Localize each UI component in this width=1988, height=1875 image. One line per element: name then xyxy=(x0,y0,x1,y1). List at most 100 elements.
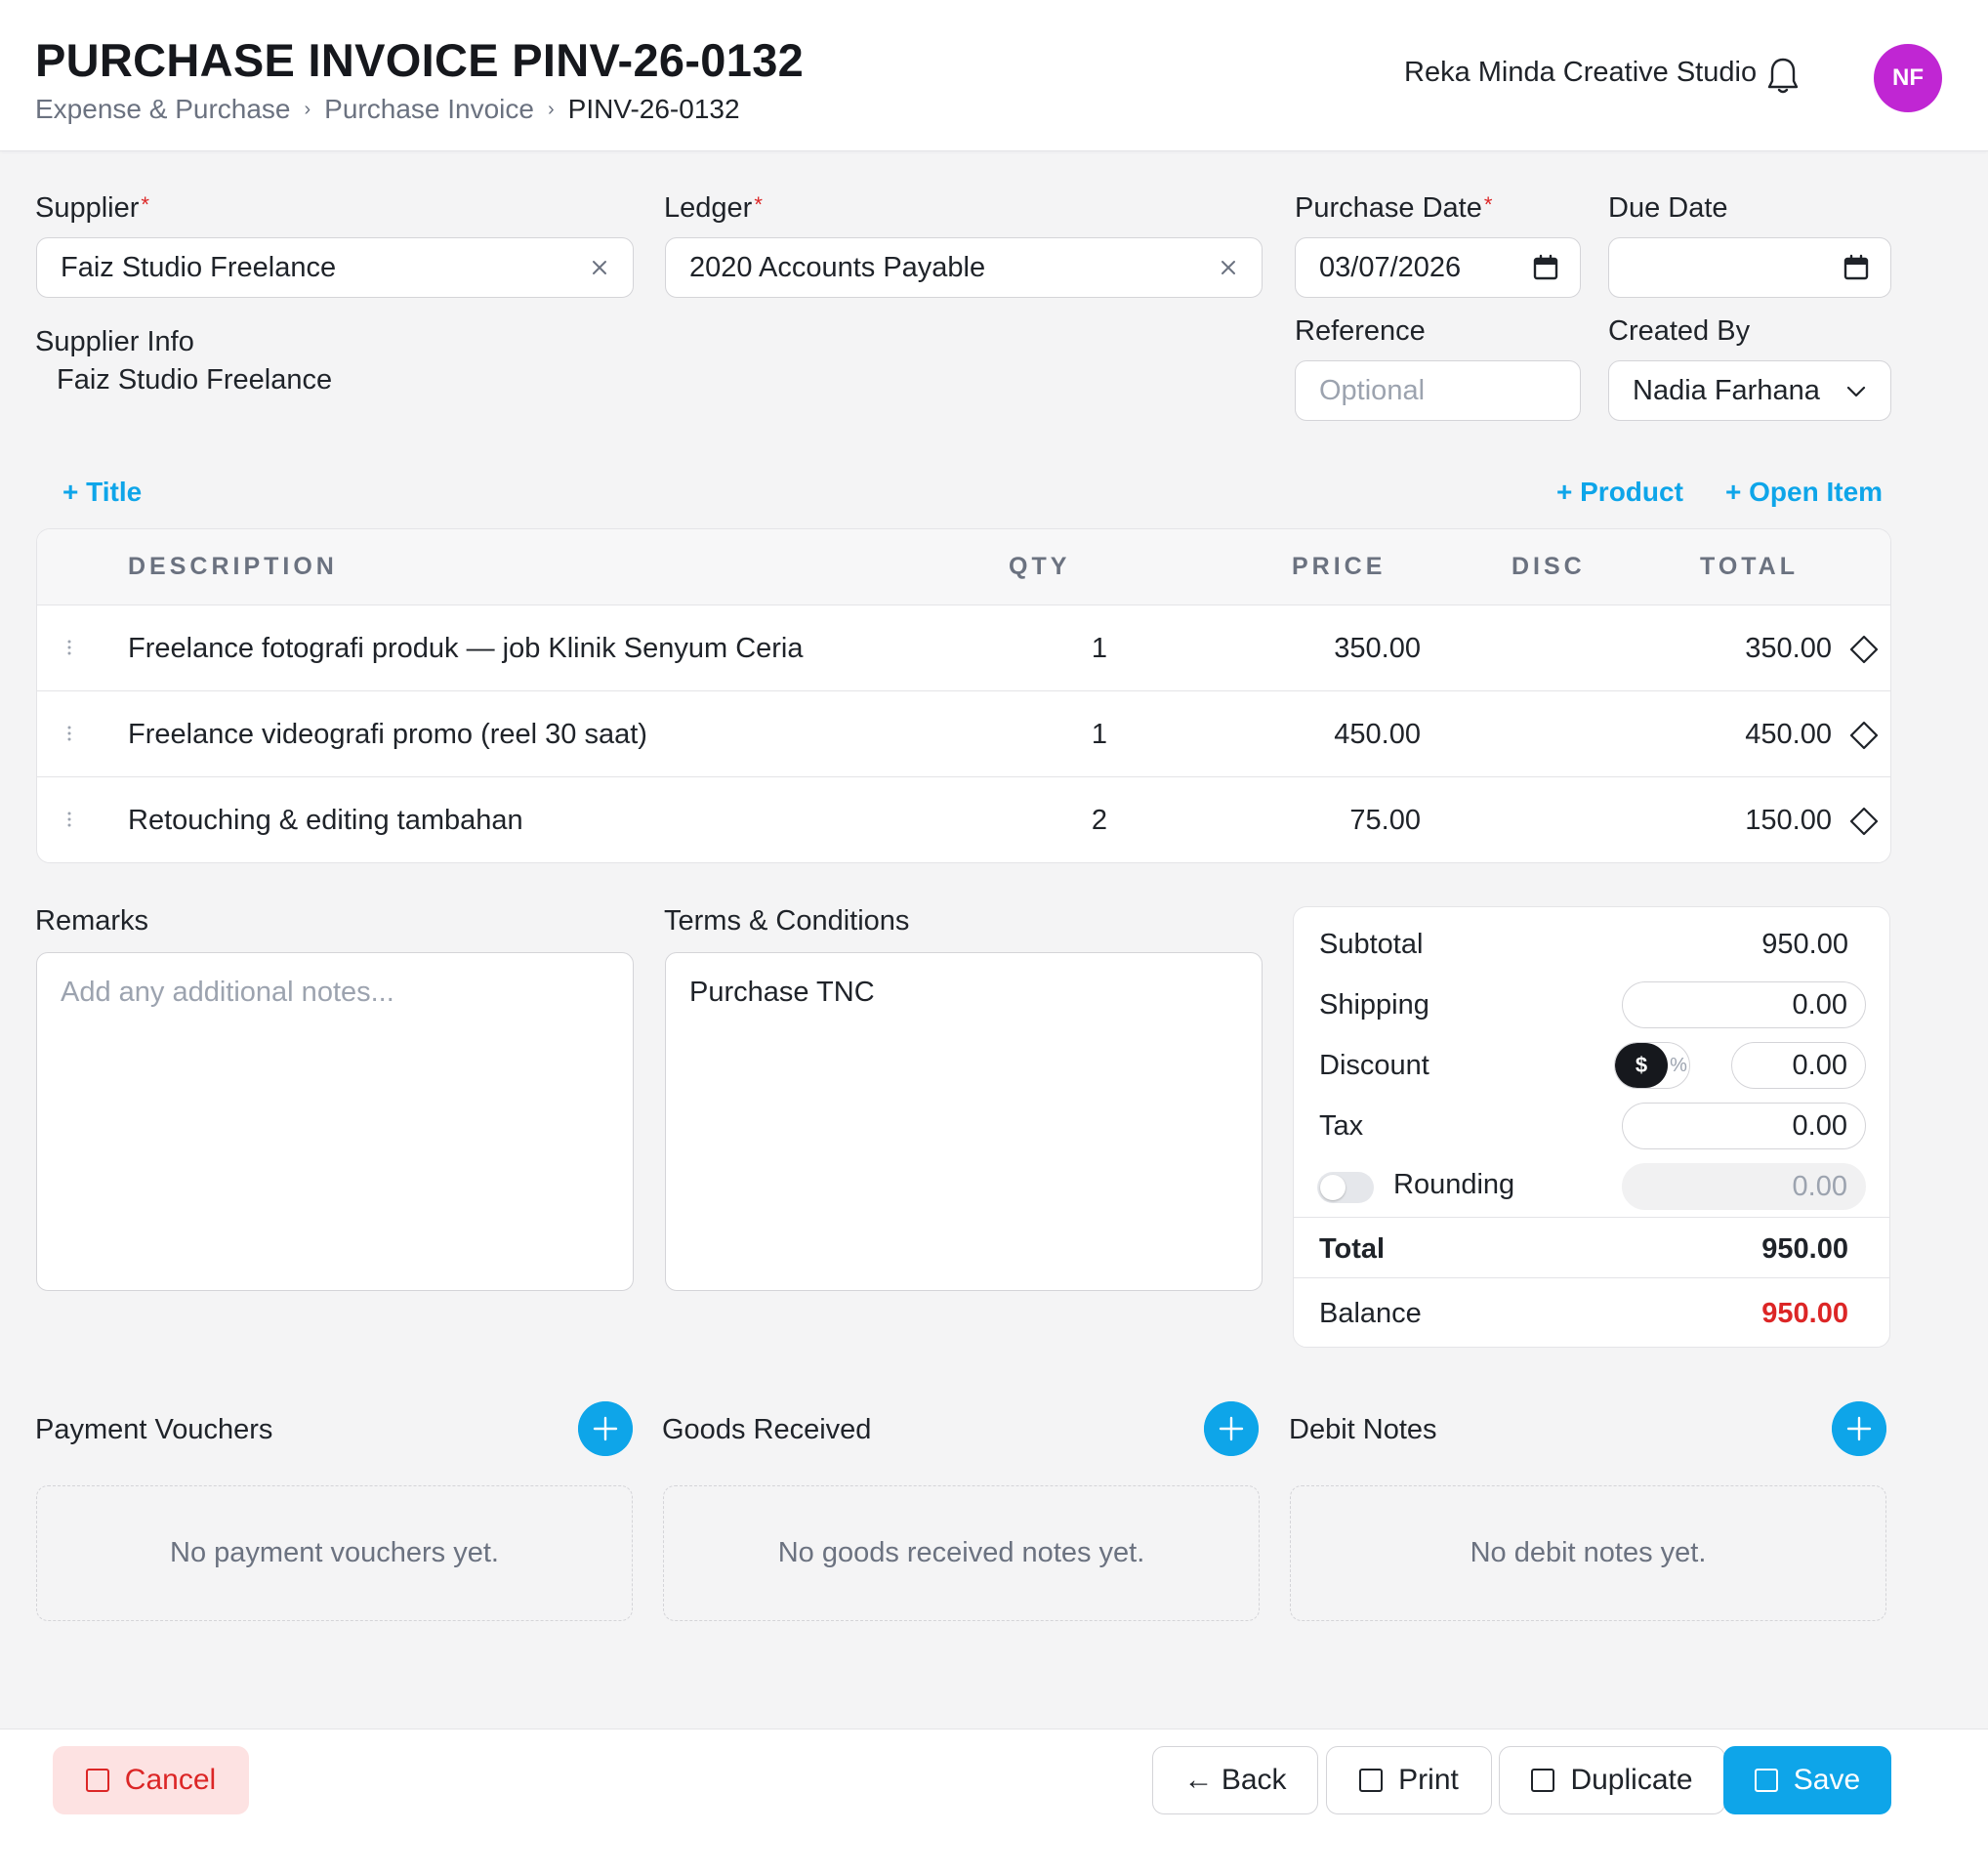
item-description[interactable]: Freelance videografi promo (reel 30 saat… xyxy=(128,719,647,750)
drag-handle-icon[interactable] xyxy=(66,725,72,742)
add-debit-note-button[interactable] xyxy=(1832,1401,1886,1456)
breadcrumb-item-expense-purchase[interactable]: Expense & Purchase xyxy=(35,94,291,124)
discount-input[interactable]: 0.00 xyxy=(1731,1042,1866,1089)
remarks-label: Remarks xyxy=(35,905,149,937)
table-row[interactable]: Freelance videografi promo (reel 30 saat… xyxy=(37,691,1890,777)
subtotal-label: Subtotal xyxy=(1319,929,1424,960)
diamond-icon[interactable] xyxy=(1849,721,1879,750)
purchase-date-field[interactable]: 03/07/2026 xyxy=(1295,237,1581,298)
created-by-select[interactable]: Nadia Farhana xyxy=(1608,360,1891,421)
item-qty[interactable]: 1 xyxy=(1091,719,1107,750)
cancel-icon xyxy=(85,1769,109,1792)
duplicate-label: Duplicate xyxy=(1570,1764,1693,1796)
column-disc: DISC xyxy=(1512,553,1586,580)
supplier-info-label: Supplier Info xyxy=(35,326,194,357)
item-price[interactable]: 350.00 xyxy=(1334,633,1421,664)
breadcrumb-item-current: PINV-26-0132 xyxy=(567,94,740,124)
page-header: PURCHASE INVOICE PINV-26-0132 Expense & … xyxy=(0,0,1988,151)
payment-vouchers-empty: No payment vouchers yet. xyxy=(36,1485,633,1621)
discount-mode-percent[interactable]: % xyxy=(1670,1054,1687,1076)
add-title-link[interactable]: + Title xyxy=(62,477,143,507)
item-price[interactable]: 450.00 xyxy=(1334,719,1421,750)
footer-action-bar: Cancel ← Back Print Duplicate Save xyxy=(0,1729,1988,1875)
due-date-field[interactable] xyxy=(1608,237,1891,298)
balance-label: Balance xyxy=(1319,1298,1422,1329)
clear-icon[interactable] xyxy=(1219,258,1238,277)
chevron-down-icon xyxy=(1846,386,1866,397)
avatar[interactable]: NF xyxy=(1874,44,1942,112)
purchase-date-label: Purchase Date* xyxy=(1295,192,1493,224)
shipping-label: Shipping xyxy=(1319,989,1429,1021)
breadcrumb-separator-icon: › xyxy=(547,98,555,120)
company-name[interactable]: Reka Minda Creative Studio xyxy=(1404,57,1758,88)
item-price[interactable]: 75.00 xyxy=(1349,805,1421,836)
required-mark: * xyxy=(141,192,149,217)
due-date-label: Due Date xyxy=(1608,192,1728,224)
reference-label: Reference xyxy=(1295,315,1426,347)
add-goods-received-button[interactable] xyxy=(1204,1401,1259,1456)
column-total: TOTAL xyxy=(1700,553,1800,580)
item-qty[interactable]: 2 xyxy=(1091,805,1107,836)
rounding-toggle[interactable] xyxy=(1317,1172,1374,1203)
purchase-date-value: 03/07/2026 xyxy=(1319,251,1462,283)
remarks-placeholder: Add any additional notes... xyxy=(61,977,394,1008)
clear-icon[interactable] xyxy=(590,258,609,277)
supplier-value: Faiz Studio Freelance xyxy=(61,251,337,283)
table-header: DESCRIPTION QTY PRICE DISC TOTAL xyxy=(37,529,1890,605)
add-payment-voucher-button[interactable] xyxy=(578,1401,633,1456)
save-icon xyxy=(1754,1769,1778,1792)
print-icon xyxy=(1359,1769,1384,1792)
page-title: PURCHASE INVOICE PINV-26-0132 xyxy=(35,34,805,86)
item-qty[interactable]: 1 xyxy=(1091,633,1107,664)
add-open-item-link[interactable]: + Open Item xyxy=(1725,477,1884,507)
total-label: Total xyxy=(1319,1233,1386,1265)
remarks-textarea[interactable]: Add any additional notes... xyxy=(36,952,634,1291)
rounding-label: Rounding xyxy=(1393,1169,1515,1200)
column-qty: QTY xyxy=(1009,553,1071,580)
created-by-value: Nadia Farhana xyxy=(1633,374,1820,406)
print-label: Print xyxy=(1398,1764,1459,1796)
back-button[interactable]: ← Back xyxy=(1152,1746,1318,1814)
save-label: Save xyxy=(1793,1764,1861,1796)
goods-received-title: Goods Received xyxy=(662,1414,872,1445)
item-description[interactable]: Freelance fotografi produk — job Klinik … xyxy=(128,633,804,664)
breadcrumb-item-purchase-invoice[interactable]: Purchase Invoice xyxy=(324,94,534,124)
print-button[interactable]: Print xyxy=(1326,1746,1492,1814)
supplier-select[interactable]: Faiz Studio Freelance xyxy=(36,237,634,298)
duplicate-button[interactable]: Duplicate xyxy=(1499,1746,1725,1814)
back-label: ← Back xyxy=(1183,1764,1287,1796)
calendar-icon[interactable] xyxy=(1533,254,1558,281)
diamond-icon[interactable] xyxy=(1849,807,1879,836)
rounding-input: 0.00 xyxy=(1622,1163,1866,1210)
shipping-input[interactable]: 0.00 xyxy=(1622,981,1866,1028)
item-total: 150.00 xyxy=(1745,805,1832,836)
divider xyxy=(1294,1217,1889,1218)
item-total: 350.00 xyxy=(1745,633,1832,664)
bell-icon[interactable] xyxy=(1767,57,1799,96)
breadcrumb-separator-icon: › xyxy=(304,98,311,120)
save-button[interactable]: Save xyxy=(1723,1746,1891,1814)
table-row[interactable]: Freelance fotografi produk — job Klinik … xyxy=(37,605,1890,691)
discount-mode-toggle[interactable]: $ % xyxy=(1614,1042,1690,1089)
column-description: DESCRIPTION xyxy=(128,553,338,580)
duplicate-icon xyxy=(1531,1769,1555,1792)
supplier-info-value: Faiz Studio Freelance xyxy=(57,364,333,396)
reference-input[interactable]: Optional xyxy=(1295,360,1581,421)
tax-input[interactable]: 0.00 xyxy=(1622,1103,1866,1149)
add-product-link[interactable]: + Product xyxy=(1556,477,1683,507)
ledger-select[interactable]: 2020 Accounts Payable xyxy=(665,237,1263,298)
drag-handle-icon[interactable] xyxy=(66,639,72,656)
calendar-icon[interactable] xyxy=(1843,254,1869,281)
line-items-table: DESCRIPTION QTY PRICE DISC TOTAL Freelan… xyxy=(36,528,1891,863)
ledger-value: 2020 Accounts Payable xyxy=(689,251,986,283)
discount-mode-amount[interactable]: $ xyxy=(1615,1043,1668,1088)
cancel-button[interactable]: Cancel xyxy=(53,1746,249,1814)
drag-handle-icon[interactable] xyxy=(66,811,72,828)
item-description[interactable]: Retouching & editing tambahan xyxy=(128,805,523,836)
terms-value: Purchase TNC xyxy=(689,977,875,1008)
diamond-icon[interactable] xyxy=(1849,635,1879,664)
cancel-label: Cancel xyxy=(124,1764,217,1796)
table-row[interactable]: Retouching & editing tambahan 2 75.00 15… xyxy=(37,777,1890,862)
reference-placeholder: Optional xyxy=(1319,374,1426,406)
terms-textarea[interactable]: Purchase TNC xyxy=(665,952,1263,1291)
